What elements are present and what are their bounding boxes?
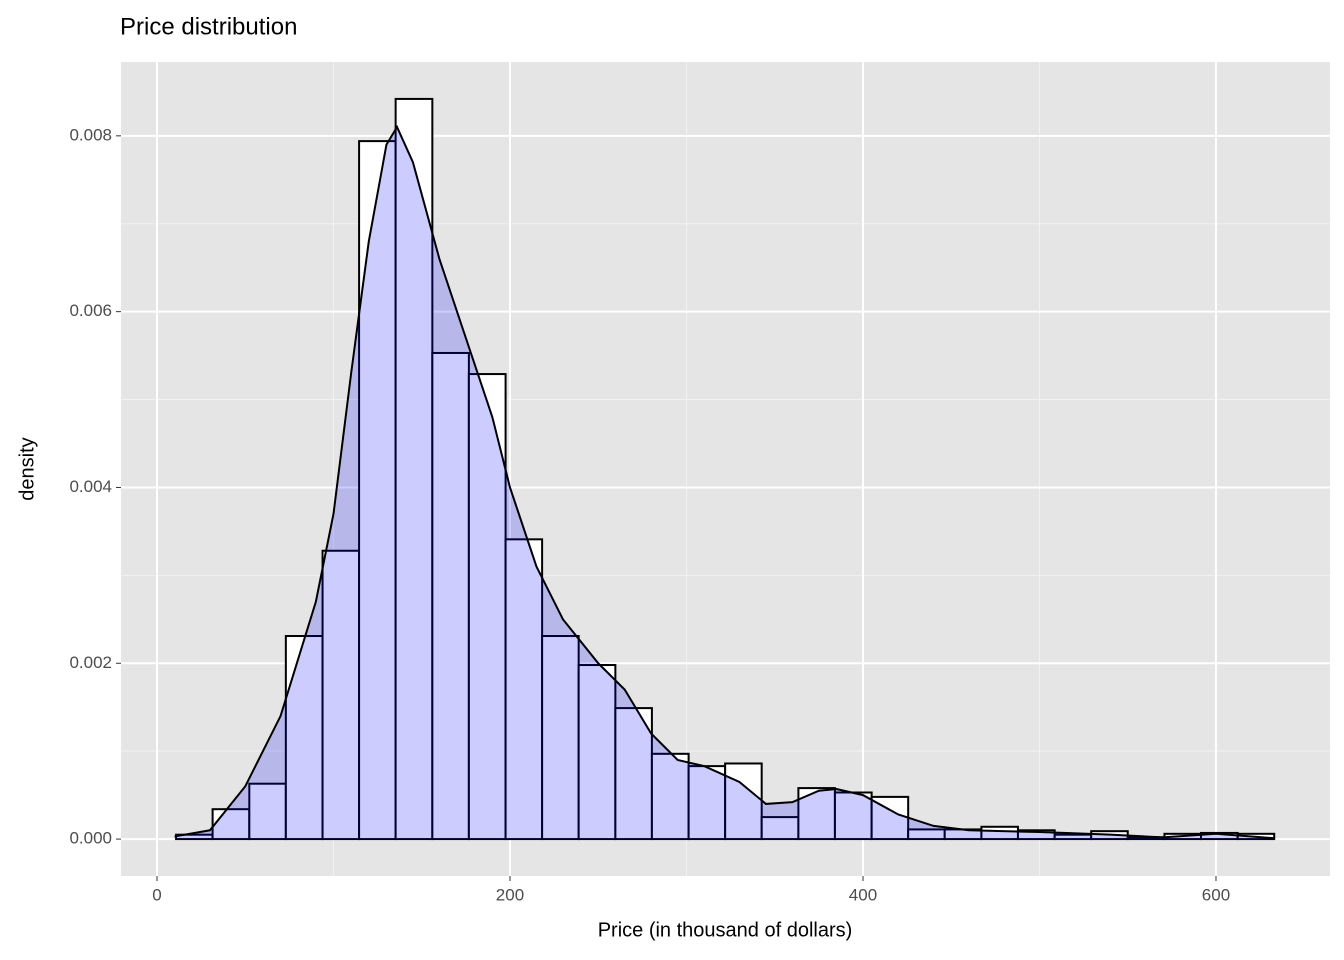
bar xyxy=(211,808,251,841)
x-tick-label: 600 xyxy=(1202,885,1230,904)
bar xyxy=(614,707,653,841)
y-tick-label: 0.008 xyxy=(69,125,112,144)
bar xyxy=(504,538,544,841)
x-tick-label: 200 xyxy=(496,885,524,904)
y-tick-label: 0.000 xyxy=(69,829,112,848)
bar xyxy=(394,97,434,841)
density-area xyxy=(174,127,1275,840)
chart-title: Price distribution xyxy=(120,13,297,40)
y-tick-label: 0.002 xyxy=(69,653,112,672)
bar xyxy=(248,782,287,841)
bar xyxy=(577,664,617,841)
x-tick-label: 0 xyxy=(152,885,161,904)
y-axis-title: density xyxy=(16,437,38,500)
bar xyxy=(833,791,873,841)
y-tick-label: 0.006 xyxy=(69,301,112,320)
bar xyxy=(724,762,763,841)
bar xyxy=(431,351,470,841)
y-tick-label: 0.004 xyxy=(69,477,112,496)
bar xyxy=(687,765,727,841)
x-axis-title: Price (in thousand of dollars) xyxy=(598,919,853,941)
bar xyxy=(321,549,361,841)
x-tick-label: 400 xyxy=(849,885,877,904)
bar xyxy=(650,752,690,841)
bar xyxy=(541,635,580,841)
bar xyxy=(467,373,507,841)
density-line xyxy=(174,124,1275,840)
bar xyxy=(284,635,324,841)
